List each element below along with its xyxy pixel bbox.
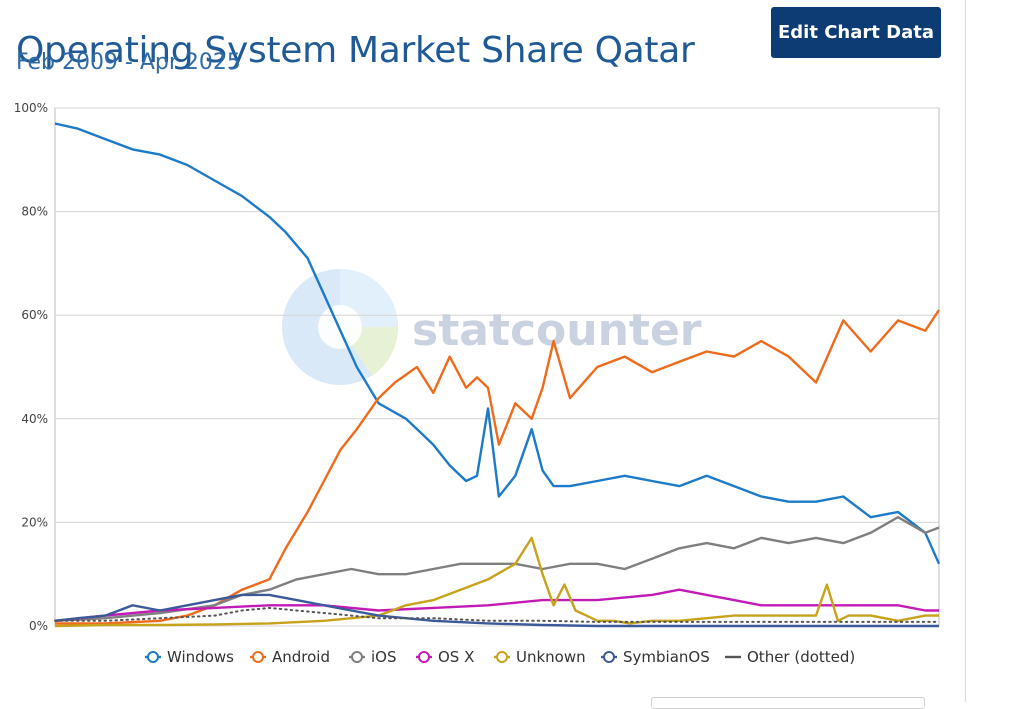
date-range-subtitle: Feb 2009 - Apr 2025 <box>16 50 241 75</box>
legend-label: Android <box>272 648 330 666</box>
legend-label: Unknown <box>516 648 586 666</box>
legend-swatch-marker <box>603 651 615 663</box>
legend-swatch-marker <box>418 651 430 663</box>
series-line-os-x[interactable] <box>54 588 939 622</box>
y-tick-label: 60% <box>21 308 48 322</box>
y-tick-label: 80% <box>21 205 48 219</box>
y-tick-label: 20% <box>21 515 48 529</box>
grid-lines <box>55 107 939 627</box>
y-axis: 0% 20% 40% 60% 80% 100% <box>14 101 48 633</box>
legend-item-os-x[interactable]: OS X <box>416 648 474 666</box>
watermark-text: statcounter <box>412 305 702 356</box>
legend-label: OS X <box>438 648 474 666</box>
panel-divider <box>965 0 966 702</box>
legend-label: iOS <box>371 648 397 666</box>
legend-item-windows[interactable]: Windows <box>145 648 234 666</box>
legend-item-unknown[interactable]: Unknown <box>494 648 586 666</box>
legend-swatch-marker <box>351 651 363 663</box>
series-lines <box>54 122 941 628</box>
legend-item-other-dotted[interactable]: Other (dotted) <box>725 648 855 666</box>
series-line-android[interactable] <box>55 309 941 625</box>
legend: Windows Android iOS OS X Unknown SymbianOS Oth… <box>145 648 855 666</box>
y-tick-label: 100% <box>14 101 48 115</box>
legend-label: SymbianOS <box>623 648 710 666</box>
series-line-unknown[interactable] <box>54 536 939 628</box>
legend-swatch-marker <box>252 651 264 663</box>
legend-item-android[interactable]: Android <box>250 648 330 666</box>
page-title: Operating System Market Share Qatar <box>16 30 695 72</box>
legend-item-ios[interactable]: iOS <box>349 648 397 666</box>
series-line-ios[interactable] <box>54 516 940 622</box>
legend-item-symbianos[interactable]: SymbianOS <box>601 648 710 666</box>
statcounter-watermark: statcounter <box>282 269 702 385</box>
series-line-symbianos[interactable] <box>54 593 939 628</box>
legend-label: Other (dotted) <box>747 648 855 666</box>
y-tick-label: 40% <box>21 412 48 426</box>
legend-swatch-marker <box>147 651 159 663</box>
edit-chart-data-button[interactable]: Edit Chart Data <box>771 7 941 58</box>
legend-swatch-marker <box>496 651 508 663</box>
plot-border <box>54 107 940 627</box>
series-line-windows[interactable] <box>54 122 941 565</box>
legend-label: Windows <box>167 648 234 666</box>
y-tick-label: 0% <box>29 619 48 633</box>
